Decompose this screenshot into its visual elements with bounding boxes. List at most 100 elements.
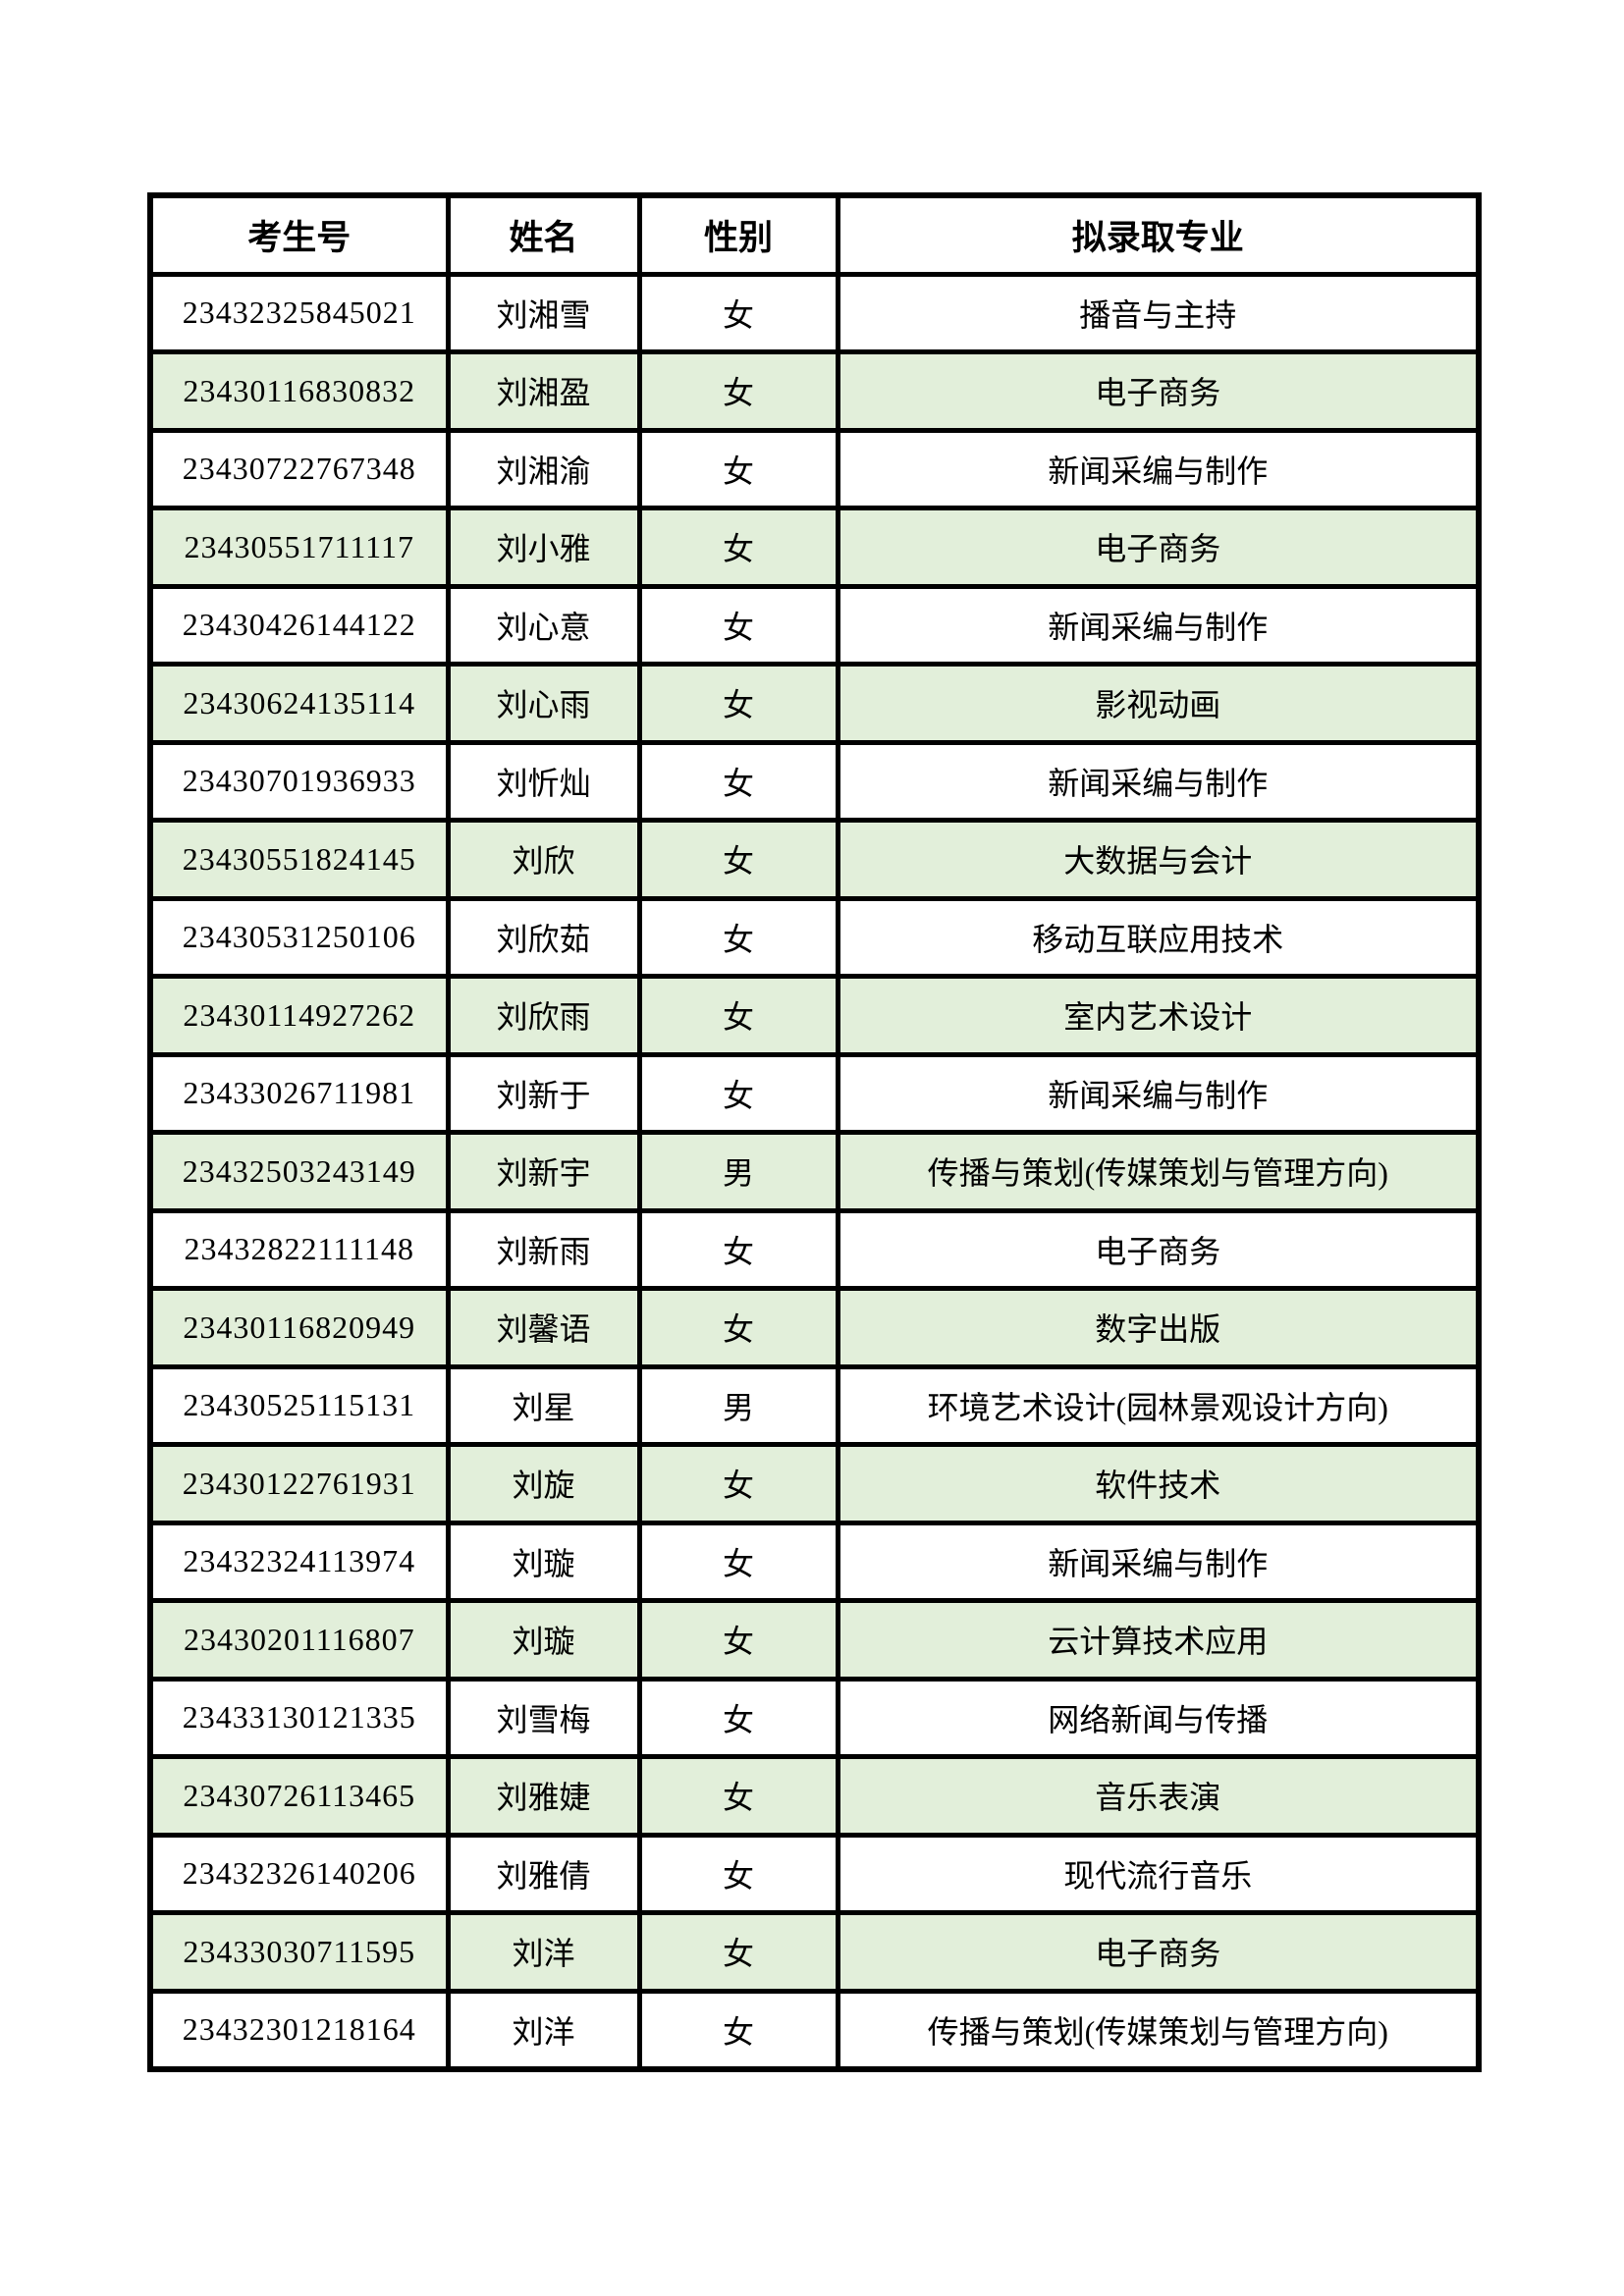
cell-name: 刘欣雨 <box>445 974 642 1057</box>
table-row: 23430551711117 刘小雅 女 电子商务 <box>147 506 1482 589</box>
cell-name: 刘璇 <box>445 1520 642 1603</box>
cell-gender: 女 <box>636 739 840 823</box>
table-row: 23430525115131 刘星 男 环境艺术设计(园林景观设计方向) <box>147 1363 1482 1447</box>
cell-gender: 女 <box>636 349 840 433</box>
cell-major: 网络新闻与传播 <box>835 1676 1482 1759</box>
cell-name: 刘欣 <box>445 818 642 901</box>
cell-candidate-id: 23432326140206 <box>147 1832 451 1915</box>
cell-major: 室内艺术设计 <box>835 974 1482 1057</box>
cell-candidate-id: 23430426144122 <box>147 583 451 667</box>
cell-name: 刘星 <box>445 1363 642 1447</box>
cell-candidate-id: 23430551711117 <box>147 506 451 589</box>
table-row: 23430531250106 刘欣茹 女 移动互联应用技术 <box>147 895 1482 979</box>
cell-major: 新闻采编与制作 <box>835 1520 1482 1603</box>
cell-name: 刘忻灿 <box>445 739 642 823</box>
table-row: 23432326140206 刘雅倩 女 现代流行音乐 <box>147 1832 1482 1915</box>
cell-candidate-id: 23430525115131 <box>147 1363 451 1447</box>
cell-name: 刘洋 <box>445 1910 642 1994</box>
cell-gender: 女 <box>636 1598 840 1682</box>
cell-name: 刘湘盈 <box>445 349 642 433</box>
table-row: 23430122761931 刘旋 女 软件技术 <box>147 1442 1482 1525</box>
cell-gender: 女 <box>636 662 840 745</box>
cell-major: 电子商务 <box>835 1207 1482 1291</box>
table-body: 23432325845021 刘湘雪 女 播音与主持 2343011683083… <box>147 271 1482 2071</box>
cell-name: 刘湘渝 <box>445 427 642 510</box>
cell-major: 播音与主持 <box>835 271 1482 354</box>
cell-candidate-id: 23430701936933 <box>147 739 451 823</box>
cell-name: 刘馨语 <box>445 1286 642 1369</box>
cell-name: 刘湘雪 <box>445 271 642 354</box>
cell-name: 刘新雨 <box>445 1207 642 1291</box>
cell-major: 电子商务 <box>835 349 1482 433</box>
cell-major: 传播与策划(传媒策划与管理方向) <box>835 1130 1482 1213</box>
cell-candidate-id: 23430722767348 <box>147 427 451 510</box>
table-header-row: 考生号 姓名 性别 拟录取专业 <box>147 192 1482 277</box>
table-row: 23430201116807 刘璇 女 云计算技术应用 <box>147 1598 1482 1682</box>
cell-candidate-id: 23430624135114 <box>147 662 451 745</box>
cell-candidate-id: 23430551824145 <box>147 818 451 901</box>
cell-candidate-id: 23430122761931 <box>147 1442 451 1525</box>
table-row: 23432301218164 刘洋 女 传播与策划(传媒策划与管理方向) <box>147 1988 1482 2071</box>
cell-candidate-id: 23430531250106 <box>147 895 451 979</box>
table-row: 23433026711981 刘新于 女 新闻采编与制作 <box>147 1051 1482 1135</box>
column-header-name: 姓名 <box>445 192 642 277</box>
table-row: 23430114927262 刘欣雨 女 室内艺术设计 <box>147 974 1482 1057</box>
cell-gender: 女 <box>636 1676 840 1759</box>
cell-candidate-id: 23432324113974 <box>147 1520 451 1603</box>
cell-name: 刘小雅 <box>445 506 642 589</box>
cell-candidate-id: 23433130121335 <box>147 1676 451 1759</box>
cell-name: 刘心雨 <box>445 662 642 745</box>
cell-name: 刘璇 <box>445 1598 642 1682</box>
cell-gender: 女 <box>636 583 840 667</box>
cell-name: 刘欣茹 <box>445 895 642 979</box>
cell-name: 刘雅婕 <box>445 1754 642 1838</box>
cell-gender: 女 <box>636 1988 840 2071</box>
cell-gender: 女 <box>636 1832 840 1915</box>
cell-gender: 男 <box>636 1130 840 1213</box>
cell-name: 刘新于 <box>445 1051 642 1135</box>
table-row: 23432822111148 刘新雨 女 电子商务 <box>147 1207 1482 1291</box>
cell-major: 影视动画 <box>835 662 1482 745</box>
cell-major: 音乐表演 <box>835 1754 1482 1838</box>
cell-gender: 女 <box>636 1442 840 1525</box>
cell-major: 大数据与会计 <box>835 818 1482 901</box>
cell-gender: 女 <box>636 1754 840 1838</box>
cell-name: 刘雪梅 <box>445 1676 642 1759</box>
column-header-major: 拟录取专业 <box>835 192 1482 277</box>
cell-major: 移动互联应用技术 <box>835 895 1482 979</box>
table-row: 23433030711595 刘洋 女 电子商务 <box>147 1910 1482 1994</box>
cell-candidate-id: 23430726113465 <box>147 1754 451 1838</box>
cell-candidate-id: 23433030711595 <box>147 1910 451 1994</box>
cell-candidate-id: 23430201116807 <box>147 1598 451 1682</box>
cell-gender: 女 <box>636 818 840 901</box>
table-row: 23430722767348 刘湘渝 女 新闻采编与制作 <box>147 427 1482 510</box>
table-row: 23432503243149 刘新宇 男 传播与策划(传媒策划与管理方向) <box>147 1130 1482 1213</box>
cell-candidate-id: 23430116820949 <box>147 1286 451 1369</box>
table-row: 23430426144122 刘心意 女 新闻采编与制作 <box>147 583 1482 667</box>
cell-major: 新闻采编与制作 <box>835 1051 1482 1135</box>
cell-major: 新闻采编与制作 <box>835 583 1482 667</box>
cell-major: 电子商务 <box>835 1910 1482 1994</box>
cell-name: 刘雅倩 <box>445 1832 642 1915</box>
table-row: 23430551824145 刘欣 女 大数据与会计 <box>147 818 1482 901</box>
table-row: 23432325845021 刘湘雪 女 播音与主持 <box>147 271 1482 354</box>
cell-candidate-id: 23433026711981 <box>147 1051 451 1135</box>
cell-gender: 女 <box>636 1286 840 1369</box>
cell-name: 刘旋 <box>445 1442 642 1525</box>
cell-candidate-id: 23430114927262 <box>147 974 451 1057</box>
cell-gender: 女 <box>636 974 840 1057</box>
cell-major: 传播与策划(传媒策划与管理方向) <box>835 1988 1482 2071</box>
admission-table: 考生号 姓名 性别 拟录取专业 23432325845021 刘湘雪 女 播音与… <box>147 192 1482 2072</box>
cell-major: 数字出版 <box>835 1286 1482 1369</box>
cell-name: 刘新宇 <box>445 1130 642 1213</box>
cell-major: 云计算技术应用 <box>835 1598 1482 1682</box>
cell-gender: 女 <box>636 1520 840 1603</box>
cell-gender: 女 <box>636 1207 840 1291</box>
cell-gender: 女 <box>636 1051 840 1135</box>
cell-candidate-id: 23432822111148 <box>147 1207 451 1291</box>
cell-major: 现代流行音乐 <box>835 1832 1482 1915</box>
table-row: 23432324113974 刘璇 女 新闻采编与制作 <box>147 1520 1482 1603</box>
cell-gender: 女 <box>636 1910 840 1994</box>
table-row: 23430624135114 刘心雨 女 影视动画 <box>147 662 1482 745</box>
cell-name: 刘洋 <box>445 1988 642 2071</box>
